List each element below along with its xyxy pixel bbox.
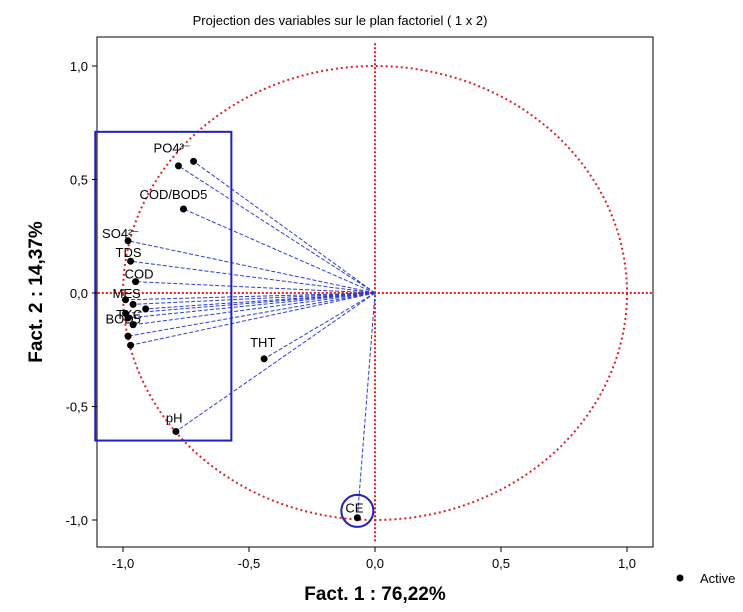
variable-vector: [133, 292, 376, 305]
point-label: PO4³⁻: [154, 140, 191, 155]
variable-vector: [145, 292, 376, 310]
x-tick-label: 0,5: [492, 556, 510, 571]
data-point: [124, 332, 132, 340]
data-point: [124, 237, 132, 245]
data-point: [132, 278, 140, 286]
data-point: [127, 341, 135, 349]
y-axis-title: Fact. 2 : 14,37%: [26, 221, 47, 363]
data-point: [174, 162, 182, 170]
point-label: CE: [345, 501, 363, 516]
data-point: [124, 314, 132, 322]
point-label: SO4²⁻: [102, 226, 139, 241]
highlight-circle: [340, 493, 375, 528]
point-label: BOD5: [106, 311, 141, 326]
highlight-box: [94, 130, 233, 442]
variable-vector: [133, 292, 376, 326]
data-point: [142, 305, 150, 313]
point-label: THT: [250, 335, 275, 350]
data-point: [260, 355, 268, 363]
point-label: TKC: [116, 307, 142, 322]
variable-vector: [135, 281, 376, 294]
y-tick-label: -0,5: [66, 400, 88, 415]
x-tick-label: -0,5: [238, 556, 260, 571]
data-point: [179, 205, 187, 213]
data-point: [122, 296, 130, 304]
tick-layer: -1,0 -0,5 0,0 0,5 1,0 -1,0 -0,5 0,0 0,5 1,0: [66, 59, 636, 571]
variable-vector: [127, 292, 376, 319]
variable-vector: [356, 292, 376, 518]
data-point: [190, 157, 198, 165]
data-point: [129, 321, 137, 329]
x-tick-label: -1,0: [112, 556, 134, 571]
point-label: pH: [166, 410, 183, 425]
point-label: MES: [113, 286, 141, 301]
x-axis-title: Fact. 1 : 76,22%: [304, 584, 446, 605]
variable-vector: [125, 292, 376, 301]
chart-title: Projection des variables sur le plan fac…: [193, 13, 488, 28]
data-point: [172, 427, 180, 435]
x-tick-label: 1,0: [618, 556, 636, 571]
variable-vector: [183, 208, 376, 294]
y-tick-label: -1,0: [66, 513, 88, 528]
data-point: [129, 300, 137, 308]
y-tick-label: 1,0: [70, 59, 88, 74]
y-tick-label: 0,5: [70, 173, 88, 188]
variable-vector: [193, 160, 376, 294]
point-label: COD: [125, 267, 154, 282]
data-point: [127, 257, 135, 265]
x-tick-label: 0,0: [366, 556, 384, 571]
legend: Active: [676, 571, 735, 586]
variable-vector: [263, 292, 376, 360]
variable-vector: [127, 240, 376, 294]
variable-vector: [130, 260, 376, 294]
legend-marker: [676, 574, 684, 582]
y-tick-label: 0,0: [70, 286, 88, 301]
variable-vector: [178, 165, 376, 294]
point-label: TDS: [116, 245, 142, 260]
legend-label: Active: [700, 571, 735, 586]
point-label: COD/BOD5: [139, 187, 207, 202]
variable-vector: [175, 292, 376, 432]
data-point: [353, 514, 361, 522]
